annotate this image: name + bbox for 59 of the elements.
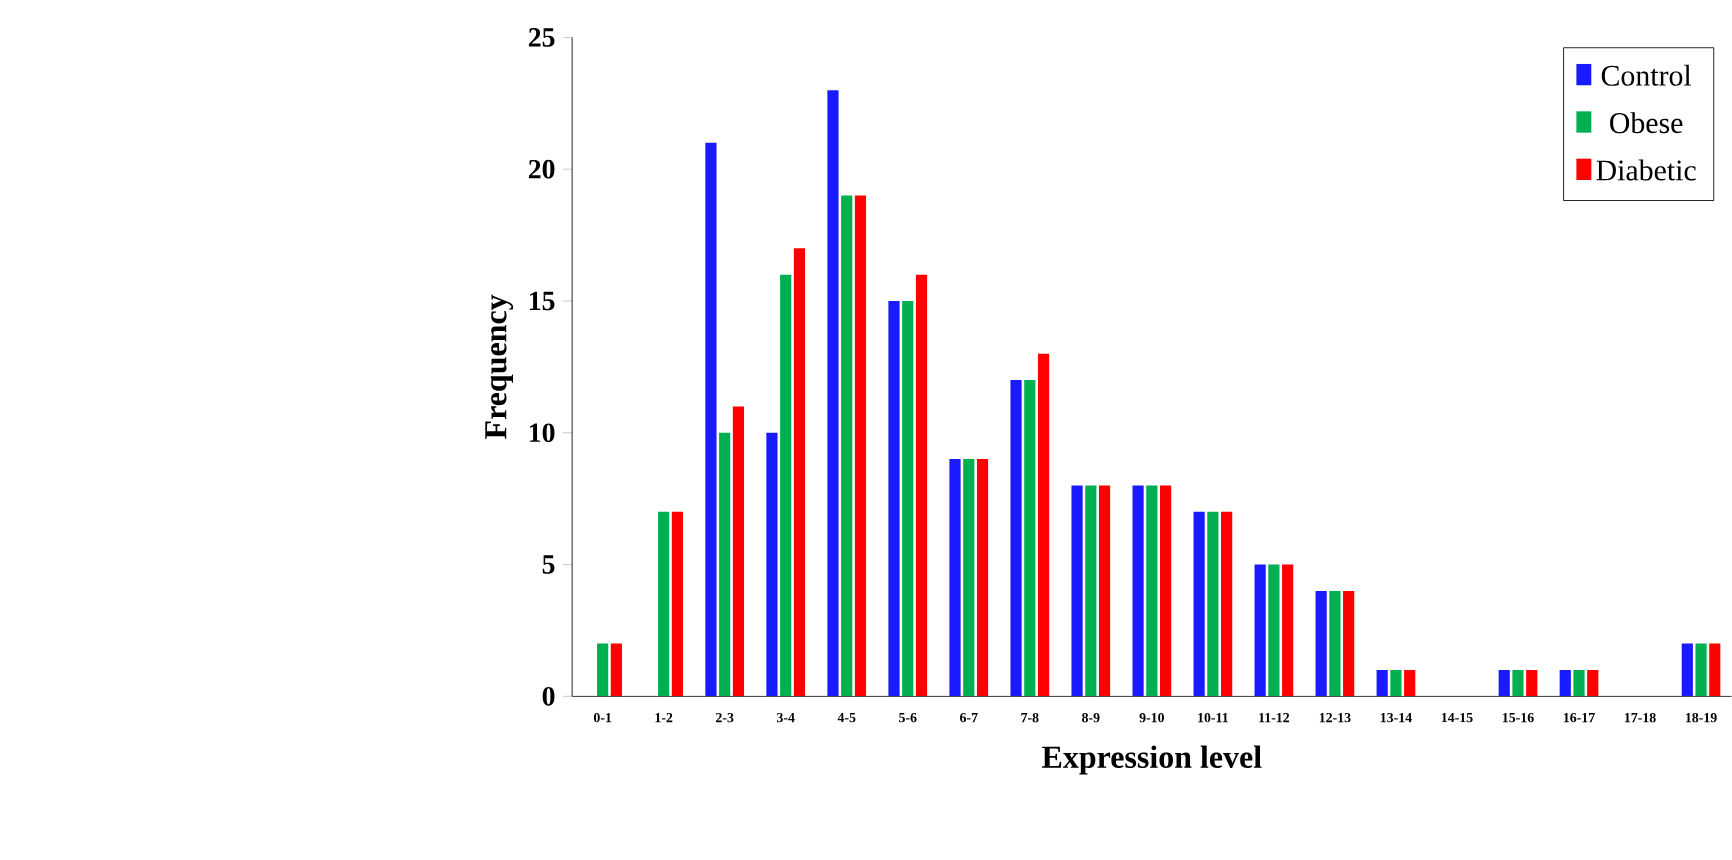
bar: [780, 274, 792, 697]
y-tick-label: 20: [528, 159, 555, 179]
bar: [1376, 669, 1388, 697]
bar: [1404, 669, 1416, 697]
bar: [902, 300, 914, 697]
bar: [1193, 511, 1205, 697]
x-axis-title: Expression level: [1042, 745, 1262, 775]
bar: [658, 511, 670, 697]
bar: [766, 432, 778, 697]
bar: [1037, 353, 1050, 697]
bar: [1512, 669, 1524, 697]
bar: [1268, 564, 1280, 697]
bar: [732, 406, 745, 697]
bar: [841, 195, 853, 697]
bar: [963, 458, 975, 697]
bar: [1071, 485, 1083, 697]
bar: [1146, 485, 1158, 697]
bar: [1221, 511, 1233, 697]
legend-label: Control: [1601, 64, 1692, 86]
bar: [1207, 511, 1219, 697]
y-axis-title: Frequency: [485, 294, 514, 439]
bar: [1587, 669, 1599, 697]
legend-label: Obese: [1610, 111, 1683, 133]
bar: [793, 248, 806, 697]
bar: [915, 274, 928, 697]
bar: [1526, 669, 1538, 697]
bar: [827, 89, 839, 697]
bar: [1573, 669, 1585, 697]
y-tick-label: 15: [529, 291, 555, 311]
legend-label: Diabetic: [1596, 159, 1696, 181]
bar: [1329, 590, 1341, 697]
y-tick-label: 10: [529, 423, 555, 442]
bar: [1010, 379, 1022, 697]
bar: [1024, 379, 1036, 697]
bar: [1282, 564, 1294, 697]
bar: [1254, 564, 1266, 697]
bar: [1559, 669, 1571, 697]
bar: [1709, 643, 1721, 697]
bar: [949, 458, 961, 697]
bar: [888, 300, 900, 697]
y-tick-label: 5: [542, 555, 555, 574]
bar: [1343, 590, 1355, 697]
bar: [1498, 669, 1510, 697]
bar: [1085, 485, 1097, 697]
bar: [610, 643, 622, 697]
bar: [854, 195, 867, 697]
bar: [1132, 485, 1144, 697]
bar: [1315, 590, 1327, 697]
y-tick-label: 25: [528, 27, 555, 47]
bar: [1160, 485, 1172, 697]
bar: [1098, 485, 1111, 697]
bar: [1390, 669, 1402, 697]
bar: [671, 511, 684, 697]
bar: [1695, 643, 1707, 697]
bar: [705, 142, 717, 697]
bar: [719, 432, 731, 697]
y-tick-label: 0: [542, 686, 555, 706]
bar: [597, 643, 609, 697]
bar: [976, 458, 989, 697]
